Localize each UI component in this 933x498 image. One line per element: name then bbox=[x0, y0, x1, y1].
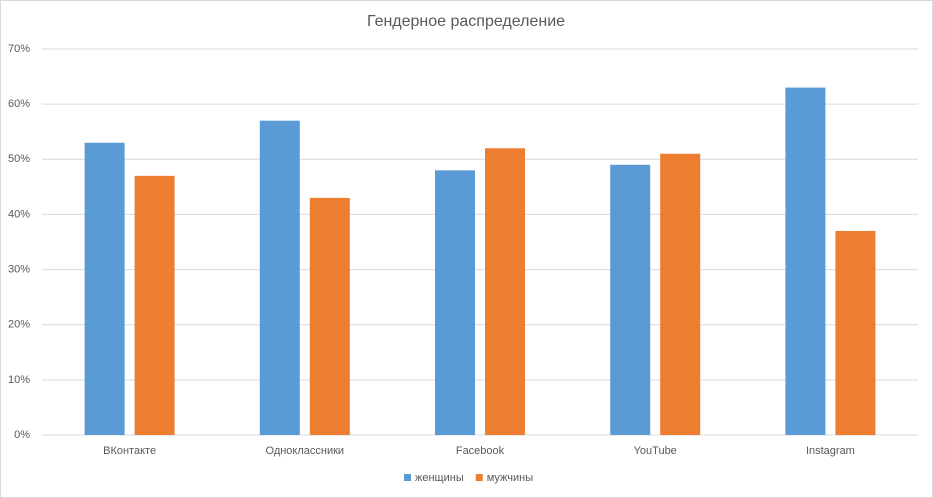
legend-swatch bbox=[404, 474, 411, 481]
bar bbox=[660, 153, 701, 435]
y-tick-label: 10% bbox=[8, 374, 30, 386]
bar bbox=[309, 197, 350, 435]
y-tick-label: 20% bbox=[8, 319, 30, 331]
y-tick-label: 40% bbox=[8, 208, 30, 220]
y-tick-label: 60% bbox=[8, 98, 30, 110]
x-tick-label: Facebook bbox=[456, 445, 505, 457]
y-tick-label: 0% bbox=[14, 429, 30, 441]
x-tick-label: ВКонтакте bbox=[103, 445, 156, 457]
x-tick-label: Instagram bbox=[806, 445, 855, 457]
bar bbox=[259, 120, 300, 435]
legend-swatch bbox=[475, 474, 483, 481]
bar bbox=[84, 142, 125, 435]
y-tick-label: 70% bbox=[8, 43, 30, 55]
bar bbox=[435, 170, 475, 436]
bar bbox=[610, 164, 651, 436]
chart-title: Гендерное распределение bbox=[367, 13, 565, 30]
bar bbox=[485, 148, 525, 435]
legend-label: мужчины bbox=[487, 472, 533, 484]
bar bbox=[835, 230, 876, 435]
x-tick-label: Одноклассники bbox=[266, 445, 345, 457]
y-tick-label: 30% bbox=[8, 263, 30, 275]
legend-label: женщины bbox=[415, 472, 464, 484]
x-tick-label: YouTube bbox=[634, 445, 677, 457]
bar bbox=[134, 175, 175, 436]
bar bbox=[785, 87, 826, 435]
y-tick-label: 50% bbox=[8, 153, 30, 165]
